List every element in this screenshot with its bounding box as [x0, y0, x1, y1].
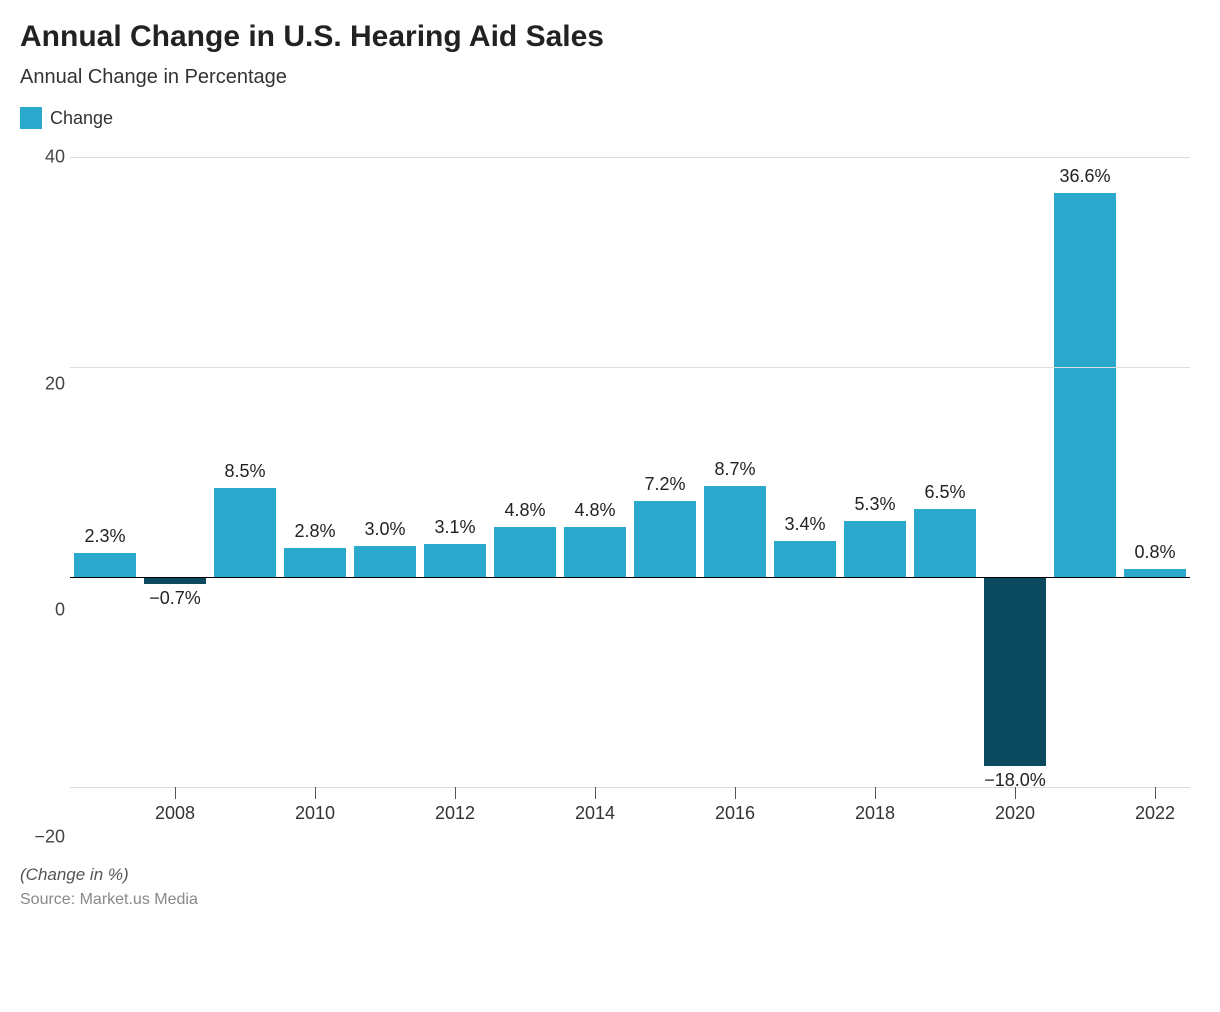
- bar: [984, 577, 1046, 766]
- bar: [424, 544, 486, 577]
- bar: [634, 501, 696, 577]
- bar: [74, 553, 136, 577]
- bar-slot: 8.5%: [210, 157, 280, 787]
- x-tick-slot: 2010: [280, 787, 350, 837]
- bar-value-label: −0.7%: [149, 588, 201, 609]
- bar-value-label: 3.1%: [434, 517, 475, 538]
- footer-source: Source: Market.us Media: [20, 891, 1200, 909]
- bar-slot: 8.7%: [700, 157, 770, 787]
- bar: [284, 548, 346, 577]
- x-tick-slot: 2016: [700, 787, 770, 837]
- x-tick-slot: [490, 787, 560, 837]
- bar-value-label: 3.4%: [784, 514, 825, 535]
- x-tick-label: 2012: [435, 803, 475, 824]
- bar-value-label: 5.3%: [854, 494, 895, 515]
- y-tick-label: 40: [45, 147, 65, 168]
- x-tick-slot: [910, 787, 980, 837]
- x-tick-mark: [1015, 787, 1016, 799]
- bar-value-label: 6.5%: [924, 482, 965, 503]
- x-tick-slot: [350, 787, 420, 837]
- x-tick-label: 2008: [155, 803, 195, 824]
- bar: [704, 486, 766, 577]
- x-tick-slot: [210, 787, 280, 837]
- legend-swatch: [20, 107, 42, 129]
- chart-legend: Change: [20, 107, 1200, 129]
- bar: [844, 521, 906, 577]
- bar-slot: 3.4%: [770, 157, 840, 787]
- bar-slot: −0.7%: [140, 157, 210, 787]
- bar: [494, 527, 556, 577]
- x-tick-slot: 2020: [980, 787, 1050, 837]
- x-tick-mark: [595, 787, 596, 799]
- bar-value-label: 0.8%: [1134, 542, 1175, 563]
- bar: [774, 541, 836, 577]
- gridline: [70, 367, 1190, 368]
- bar-value-label: 2.8%: [294, 521, 335, 542]
- y-tick-label: 0: [55, 600, 65, 621]
- chart-title: Annual Change in U.S. Hearing Aid Sales: [20, 20, 1200, 54]
- x-tick-slot: 2012: [420, 787, 490, 837]
- bar-value-label: 36.6%: [1059, 166, 1110, 187]
- bar: [354, 546, 416, 578]
- footer-note: (Change in %): [20, 865, 1200, 885]
- zero-line: [70, 577, 1190, 578]
- bars-container: 2.3% −0.7% 8.5% 2.8% 3.0% 3.1% 4.8% 4.8% 7.2% 8.7…: [70, 157, 1190, 787]
- bar-slot: 0.8%: [1120, 157, 1190, 787]
- x-tick-label: 2022: [1135, 803, 1175, 824]
- x-tick-mark: [315, 787, 316, 799]
- bar-value-label: 7.2%: [644, 474, 685, 495]
- x-tick-slot: [1050, 787, 1120, 837]
- x-tick-mark: [735, 787, 736, 799]
- bar-slot: 3.1%: [420, 157, 490, 787]
- y-tick-label: 20: [45, 373, 65, 394]
- bar-slot: −18.0%: [980, 157, 1050, 787]
- bar-slot: 7.2%: [630, 157, 700, 787]
- bar: [214, 488, 276, 577]
- x-tick-mark: [455, 787, 456, 799]
- x-tick-mark: [1155, 787, 1156, 799]
- plot-area: −2002040 2.3%−0.7%8.5%2.8%3.0%3.1%4.8%4.…: [70, 157, 1190, 837]
- bar-value-label: 3.0%: [364, 519, 405, 540]
- x-tick-label: 2016: [715, 803, 755, 824]
- bar: [914, 509, 976, 577]
- x-tick-label: 2020: [995, 803, 1035, 824]
- x-tick-label: 2014: [575, 803, 615, 824]
- x-tick-slot: 2014: [560, 787, 630, 837]
- bar-slot: 2.3%: [70, 157, 140, 787]
- x-tick-label: 2018: [855, 803, 895, 824]
- bar: [1124, 569, 1186, 577]
- x-tick-slot: [70, 787, 140, 837]
- x-tick-slot: 2018: [840, 787, 910, 837]
- y-tick-label: −20: [34, 827, 65, 848]
- bar-slot: 5.3%: [840, 157, 910, 787]
- plot: 2.3% −0.7% 8.5% 2.8% 3.0% 3.1% 4.8% 4.8% 7.2% 8.7…: [70, 157, 1190, 787]
- bar: [564, 527, 626, 577]
- bar-slot: 6.5%: [910, 157, 980, 787]
- x-axis: 2008 2010 2012 2014 2016 2018 2020 2022: [70, 787, 1190, 837]
- y-axis: −2002040: [20, 157, 65, 837]
- gridline: [70, 157, 1190, 158]
- bar-value-label: 8.7%: [714, 459, 755, 480]
- bar-value-label: 8.5%: [224, 461, 265, 482]
- bar: [144, 577, 206, 584]
- bar-slot: 4.8%: [490, 157, 560, 787]
- bar-slot: 2.8%: [280, 157, 350, 787]
- bar-value-label: 2.3%: [84, 526, 125, 547]
- x-tick-slot: [770, 787, 840, 837]
- x-tick-mark: [175, 787, 176, 799]
- bar: [1054, 193, 1116, 577]
- x-tick-label: 2010: [295, 803, 335, 824]
- bar-slot: 36.6%: [1050, 157, 1120, 787]
- legend-label: Change: [50, 108, 113, 129]
- bar-value-label: 4.8%: [504, 500, 545, 521]
- x-tick-mark: [875, 787, 876, 799]
- bar-value-label: 4.8%: [574, 500, 615, 521]
- chart-subtitle: Annual Change in Percentage: [20, 66, 1200, 89]
- x-tick-slot: 2022: [1120, 787, 1190, 837]
- x-tick-slot: [630, 787, 700, 837]
- bar-slot: 4.8%: [560, 157, 630, 787]
- x-tick-slot: 2008: [140, 787, 210, 837]
- bar-slot: 3.0%: [350, 157, 420, 787]
